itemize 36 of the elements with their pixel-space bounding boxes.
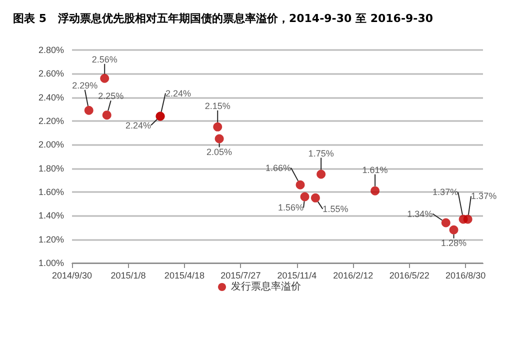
data-label: 2.15% [204,100,230,111]
data-label: 2.05% [206,146,232,157]
data-label: 1.61% [362,164,388,175]
data-label: 1.34% [407,208,433,219]
data-label: 2.56% [92,54,118,64]
data-label: 1.37% [471,191,497,202]
data-label: 2.24% [166,88,192,98]
x-tick-label: 2016/5/22 [389,270,430,280]
data-label: 1.55% [322,204,348,214]
x-tick-label: 2015/1/8 [110,270,146,280]
y-tick-label: 2.80% [38,45,64,55]
y-tick-label: 1.00% [38,258,64,268]
y-tick-label: 2.00% [38,140,64,150]
y-tick-label: 1.80% [38,163,64,174]
y-tick-label: 1.60% [38,187,64,197]
data-label: 1.66% [266,162,292,173]
y-tick-label: 1.20% [38,234,64,244]
legend-label: 发行票息率溢价 [231,280,301,292]
x-tick-label: 2016/8/30 [446,270,486,280]
data-label: 1.56% [278,202,304,213]
y-tick-label: 2.60% [38,68,64,79]
data-label: 1.37% [432,187,458,198]
y-tick-label: 1.40% [38,210,64,221]
x-tick-label: 2015/11/4 [277,270,317,280]
data-label: 2.29% [72,80,98,90]
data-label: 2.25% [98,91,124,102]
data-label: 1.75% [308,148,334,158]
data-label: 2.24% [126,120,152,130]
chart-title: 图表 5 浮动票息优先股相对五年期国债的票息率溢价，2014-9-30 至 2016-9-30 [13,12,434,25]
x-tick-label: 2016/2/12 [333,270,374,280]
x-tick-label: 2014/9/30 [52,270,92,280]
x-tick-label: 2015/4/18 [164,270,204,280]
y-tick-label: 2.20% [38,116,64,126]
y-tick-label: 2.40% [38,92,64,102]
data-label: 1.28% [441,238,467,248]
x-tick-label: 2015/7/27 [220,270,261,280]
